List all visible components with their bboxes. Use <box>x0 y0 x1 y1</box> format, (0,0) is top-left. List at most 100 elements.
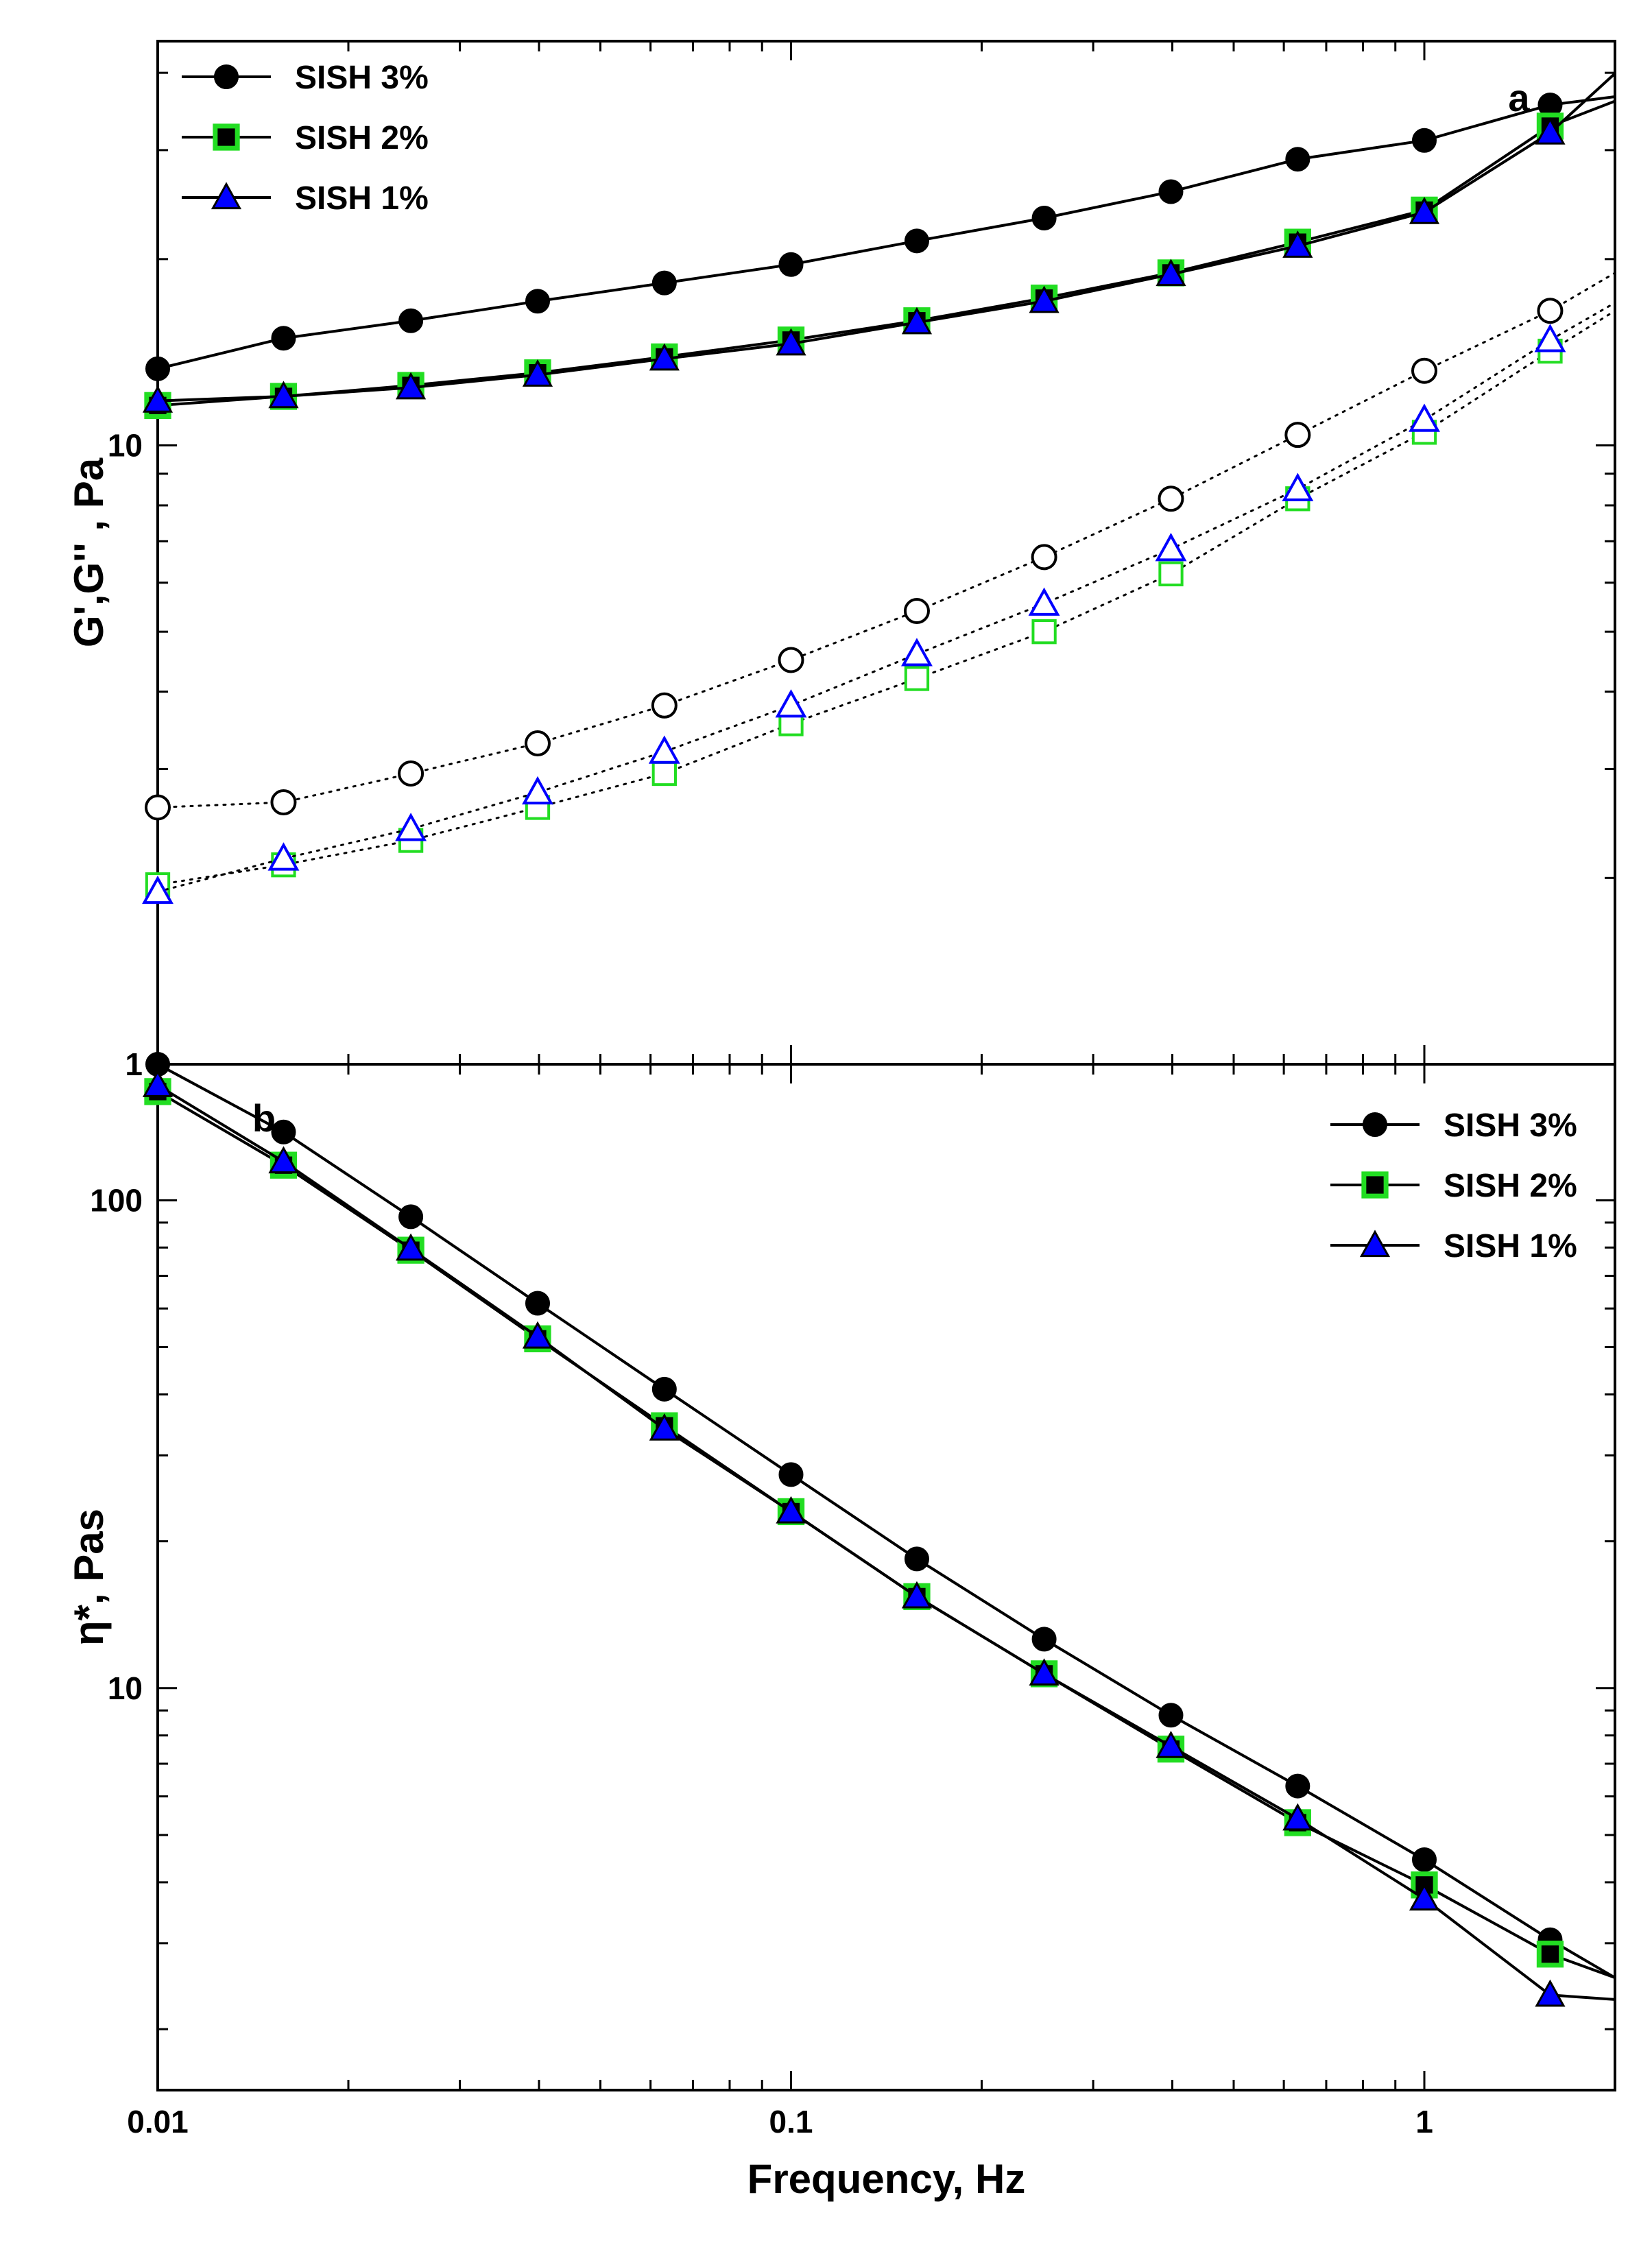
data-point <box>1409 403 1440 432</box>
data-point <box>1535 117 1566 145</box>
data-point <box>145 356 170 381</box>
data-point <box>1158 179 1184 204</box>
legend-marker <box>211 182 242 210</box>
data-point <box>1409 197 1440 224</box>
data-point <box>1285 1773 1310 1799</box>
data-point <box>775 689 807 718</box>
legend-label: SISH 2% <box>1444 1168 1577 1204</box>
data-point <box>1409 1883 1440 1911</box>
data-point <box>651 692 678 719</box>
data-point <box>1158 1703 1184 1728</box>
data-point <box>651 760 677 787</box>
y-axis-title: G',G'' , Pa <box>66 457 112 647</box>
data-point <box>904 1546 929 1572</box>
y-tick-label: 100 <box>90 1182 143 1218</box>
data-point <box>525 289 550 314</box>
data-point <box>1028 587 1060 616</box>
series-a-6 <box>142 302 1615 904</box>
legend-marker <box>1361 1171 1389 1199</box>
panel-a: 1 10G',G'' , Pa a SISH 3% SISH 2% SISH 1% <box>66 40 1616 1082</box>
data-point <box>1411 128 1437 153</box>
legend-b: SISH 3% SISH 2% SISH 1% <box>1330 1107 1577 1264</box>
legend-a: SISH 3% SISH 2% SISH 1% <box>182 60 429 217</box>
panel-label-a: a <box>1508 76 1530 119</box>
data-point <box>268 381 299 409</box>
data-point <box>778 1462 804 1487</box>
legend-marker <box>1359 1230 1391 1258</box>
data-point <box>145 794 171 821</box>
legend-label: SISH 2% <box>295 120 429 156</box>
data-point <box>522 359 553 387</box>
data-point <box>395 372 427 400</box>
data-point <box>142 875 173 904</box>
data-point <box>398 1204 424 1230</box>
data-point <box>776 1496 806 1524</box>
x-axis <box>156 41 1616 1064</box>
data-point <box>1031 619 1057 645</box>
data-point <box>778 647 804 673</box>
data-point <box>901 638 933 667</box>
data-point <box>271 326 296 351</box>
legend-marker <box>213 123 240 151</box>
data-point <box>522 776 553 805</box>
x-axis-title: Frequency, Hz <box>747 2156 1026 2202</box>
data-point <box>522 1321 553 1349</box>
data-point <box>398 308 424 333</box>
data-point <box>1155 533 1187 562</box>
legend-label: SISH 1% <box>1444 1228 1577 1264</box>
x-tick-label: 0.1 <box>769 2104 813 2139</box>
data-point <box>901 1581 933 1609</box>
legend-label: SISH 3% <box>295 60 429 96</box>
data-point <box>1031 544 1057 571</box>
data-point <box>1282 230 1313 258</box>
y-tick-label: 10 <box>108 428 143 464</box>
data-point <box>1029 285 1060 313</box>
series-a-4 <box>145 272 1615 821</box>
y-axis-title: η*, Pas <box>66 1509 112 1646</box>
data-point <box>1537 298 1564 324</box>
data-point <box>1158 561 1184 587</box>
data-point <box>651 270 677 296</box>
series-b-1 <box>145 1052 1615 1980</box>
data-point <box>904 228 929 254</box>
data-point <box>1534 324 1566 352</box>
data-point <box>648 735 680 764</box>
data-point <box>398 760 424 787</box>
data-point <box>395 1233 427 1261</box>
series-a-3 <box>142 72 1615 413</box>
legend-label: SISH 1% <box>295 180 429 217</box>
y-axis: 10 100 <box>90 1182 1615 2030</box>
data-point <box>142 1070 173 1097</box>
legend-label: SISH 3% <box>1444 1107 1577 1144</box>
data-point <box>525 1291 550 1316</box>
y-tick-label: 10 <box>108 1670 143 1706</box>
data-point <box>1536 1941 1564 1968</box>
data-point <box>1029 1658 1060 1686</box>
data-point <box>267 842 300 871</box>
series-a-1 <box>145 92 1615 381</box>
data-point <box>776 328 806 356</box>
data-point <box>1158 485 1184 512</box>
data-point <box>901 307 933 335</box>
data-point <box>1156 259 1186 287</box>
data-point <box>651 1376 677 1402</box>
data-point <box>904 666 930 691</box>
data-point <box>524 730 551 757</box>
data-point <box>1411 1847 1437 1872</box>
data-point <box>778 252 804 277</box>
series-b-3 <box>142 1070 1615 2007</box>
data-point <box>1535 1979 1566 2007</box>
legend-marker <box>214 64 239 89</box>
data-point <box>395 813 427 841</box>
data-point <box>270 789 297 816</box>
data-point <box>1156 1730 1186 1758</box>
data-point <box>1284 422 1311 448</box>
data-point <box>649 1413 680 1441</box>
data-point <box>1031 1627 1057 1652</box>
data-point <box>649 343 680 371</box>
panel-label-b: b <box>252 1096 276 1140</box>
data-point <box>903 598 930 625</box>
data-point <box>1282 1803 1313 1831</box>
